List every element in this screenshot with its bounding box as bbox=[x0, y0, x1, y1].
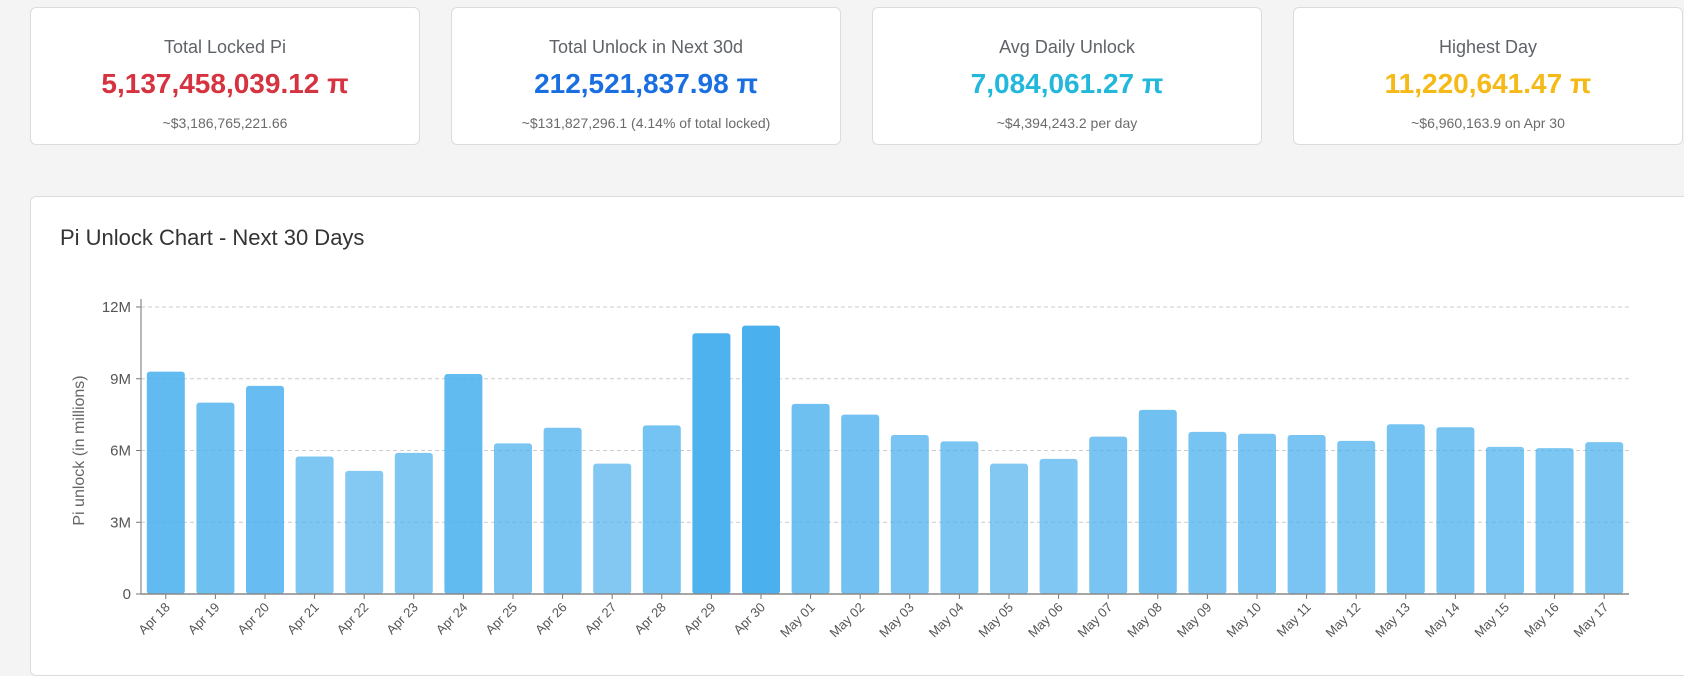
stat-value: 5,137,458,039.12 π bbox=[101, 68, 349, 99]
x-tick-label: May 11 bbox=[1274, 600, 1314, 640]
y-tick-label: 0 bbox=[123, 586, 131, 603]
bar bbox=[692, 333, 731, 594]
bar bbox=[593, 463, 632, 594]
x-tick-label: Apr 30 bbox=[730, 600, 768, 638]
bar bbox=[841, 414, 880, 594]
x-tick-label: May 09 bbox=[1174, 600, 1215, 641]
x-tick-label: Apr 28 bbox=[631, 600, 669, 638]
unlock-bar-chart: 0 3M 6M 9M 12M Pi unlock (in millions) Apr 18 A… bbox=[71, 299, 1629, 641]
stat-value: 7,084,061.27 π bbox=[970, 68, 1164, 99]
x-tick-label: May 04 bbox=[926, 600, 967, 641]
x-tick-label: Apr 20 bbox=[234, 600, 272, 638]
bar bbox=[1386, 424, 1425, 594]
bar bbox=[940, 441, 979, 594]
stat-title: Total Locked Pi bbox=[163, 37, 287, 57]
x-tick-label: May 08 bbox=[1124, 600, 1165, 641]
chart-title: Pi Unlock Chart - Next 30 Days bbox=[60, 225, 365, 250]
x-tick-label: May 02 bbox=[827, 600, 868, 641]
bar bbox=[990, 463, 1028, 594]
bar bbox=[1089, 436, 1128, 594]
bar bbox=[1535, 448, 1574, 594]
x-tick-label: Apr 25 bbox=[482, 600, 520, 638]
x-tick-label: May 14 bbox=[1422, 600, 1463, 641]
x-tick-label: May 07 bbox=[1075, 600, 1116, 641]
stat-card-total-locked: Total Locked Pi 5,137,458,039.12 π ~$3,1… bbox=[30, 7, 420, 145]
stat-subtext: ~$6,960,163.9 on Apr 30 bbox=[1411, 115, 1565, 131]
bar bbox=[1585, 442, 1624, 594]
bar bbox=[791, 403, 830, 594]
bar bbox=[1337, 440, 1376, 594]
bar bbox=[890, 434, 929, 594]
x-tick-label: May 15 bbox=[1471, 600, 1512, 641]
x-tick-label: May 16 bbox=[1521, 600, 1562, 641]
bar bbox=[742, 325, 780, 594]
bar bbox=[1138, 409, 1177, 594]
x-tick-label: Apr 22 bbox=[334, 600, 372, 638]
stat-subtext: ~$4,394,243.2 per day bbox=[996, 115, 1138, 131]
y-tick-label: 6M bbox=[110, 443, 131, 460]
bar bbox=[1486, 446, 1524, 594]
x-tick-label: Apr 23 bbox=[383, 600, 421, 638]
x-tick-label: May 01 bbox=[777, 600, 818, 641]
x-tick-label: May 12 bbox=[1323, 600, 1364, 641]
stat-card-avg-daily: Avg Daily Unlock 7,084,061.27 π ~$4,394,… bbox=[872, 7, 1262, 145]
stat-title: Avg Daily Unlock bbox=[999, 37, 1135, 57]
x-tick-label: Apr 21 bbox=[284, 600, 322, 638]
x-tick-label: Apr 24 bbox=[433, 600, 471, 638]
bar bbox=[1287, 434, 1326, 594]
x-tick-label: May 13 bbox=[1372, 600, 1413, 641]
x-tick-label: Apr 19 bbox=[185, 600, 223, 638]
bar bbox=[1188, 431, 1227, 594]
stat-subtext: ~$3,186,765,221.66 bbox=[162, 115, 288, 131]
bar bbox=[1039, 458, 1078, 594]
x-tick-label: May 17 bbox=[1571, 600, 1612, 641]
bar bbox=[345, 470, 384, 594]
bar bbox=[295, 456, 334, 594]
stat-value: 11,220,641.47 π bbox=[1384, 68, 1592, 99]
bar bbox=[1436, 427, 1475, 594]
x-tick-label: Apr 26 bbox=[532, 600, 570, 638]
x-tick-label: May 06 bbox=[1025, 600, 1066, 641]
chart-card: Pi Unlock Chart - Next 30 Days 0 3M 6M 9M 12… bbox=[30, 196, 1684, 676]
stat-value: 212,521,837.98 π bbox=[534, 68, 758, 99]
bar bbox=[246, 385, 284, 594]
stat-title: Highest Day bbox=[1438, 37, 1538, 57]
stat-card-highest-day: Highest Day 11,220,641.47 π ~$6,960,163.… bbox=[1293, 7, 1683, 145]
bar bbox=[494, 443, 532, 594]
bar bbox=[444, 373, 483, 594]
stat-title: Total Unlock in Next 30d bbox=[548, 37, 744, 57]
x-tick-label: Apr 18 bbox=[135, 600, 173, 638]
bar bbox=[196, 402, 235, 594]
x-tick-label: May 05 bbox=[975, 600, 1016, 641]
x-tick-label: May 10 bbox=[1223, 600, 1264, 641]
stat-card-unlock-30d: Total Unlock in Next 30d 212,521,837.98 … bbox=[451, 7, 841, 145]
y-tick-label: 12M bbox=[102, 299, 131, 316]
bar bbox=[543, 427, 582, 594]
y-tick-label: 3M bbox=[110, 514, 131, 531]
x-tick-label: Apr 29 bbox=[681, 600, 719, 638]
bar bbox=[642, 425, 681, 594]
x-tick-label: Apr 27 bbox=[582, 600, 620, 638]
bar bbox=[146, 371, 185, 594]
bar bbox=[394, 452, 433, 594]
stat-subtext: ~$131,827,296.1 (4.14% of total locked) bbox=[521, 115, 771, 131]
y-tick-label: 9M bbox=[110, 371, 131, 388]
x-tick-label: May 03 bbox=[876, 600, 917, 641]
bar bbox=[1238, 433, 1276, 594]
y-axis-label: Pi unlock (in millions) bbox=[71, 375, 88, 525]
